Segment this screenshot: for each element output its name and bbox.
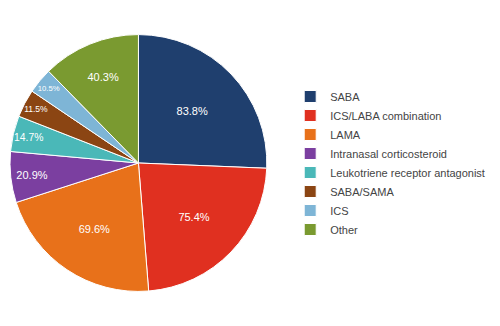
- svg-text:SABA/SAMA: SABA/SAMA: [330, 186, 394, 198]
- svg-text:Other: Other: [330, 224, 358, 236]
- svg-text:69.6%: 69.6%: [79, 223, 110, 235]
- svg-text:SABA: SABA: [330, 91, 360, 103]
- svg-text:14.7%: 14.7%: [14, 132, 43, 143]
- svg-text:LAMA: LAMA: [330, 129, 361, 141]
- svg-text:Leukotriene receptor antagonis: Leukotriene receptor antagonist: [330, 167, 485, 179]
- svg-text:75.4%: 75.4%: [178, 211, 209, 223]
- svg-text:11.5%: 11.5%: [24, 104, 48, 114]
- svg-text:ICS/LABA combination: ICS/LABA combination: [330, 110, 441, 122]
- svg-text:40.3%: 40.3%: [87, 71, 118, 83]
- svg-text:20.9%: 20.9%: [16, 169, 47, 181]
- svg-text:Intranasal corticosteroid: Intranasal corticosteroid: [330, 148, 447, 160]
- svg-text:ICS: ICS: [330, 205, 348, 217]
- svg-text:10.5%: 10.5%: [38, 84, 60, 93]
- svg-text:83.8%: 83.8%: [177, 105, 208, 117]
